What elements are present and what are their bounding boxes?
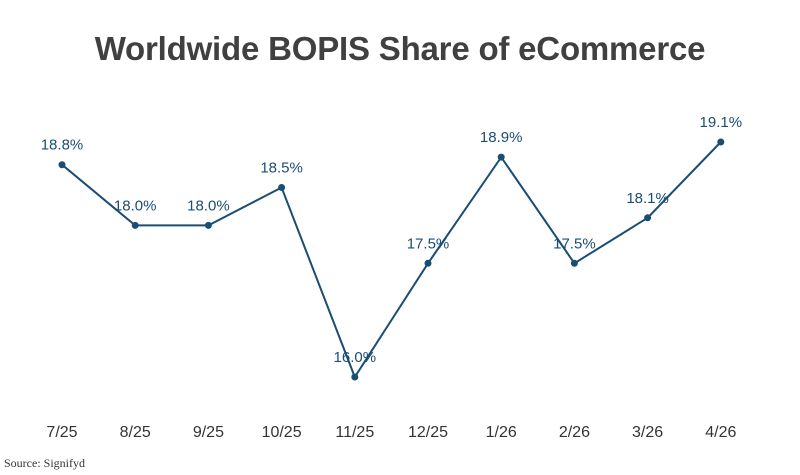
data-label: 18.9% — [480, 129, 523, 146]
data-point — [497, 153, 505, 161]
data-point — [424, 259, 432, 267]
source-note: Source: Signifyd — [4, 456, 85, 470]
data-label: 18.1% — [626, 190, 669, 207]
data-label: 18.0% — [114, 197, 157, 214]
data-label: 17.5% — [553, 235, 596, 252]
data-point — [204, 221, 212, 229]
x-tick-label: 3/26 — [632, 424, 663, 441]
data-label: 18.0% — [187, 197, 230, 214]
x-tick-label: 8/25 — [120, 424, 151, 441]
x-tick-label: 2/26 — [559, 424, 590, 441]
data-point — [570, 259, 578, 267]
x-tick-label: 7/25 — [46, 424, 77, 441]
x-tick-label: 11/25 — [335, 424, 374, 441]
chart-title: Worldwide BOPIS Share of eCommerce — [94, 30, 706, 67]
data-point — [644, 214, 652, 222]
data-label: 18.8% — [41, 137, 84, 154]
data-labels-group: 18.8% 18.0% 18.0% 18.5% 16.0% 17.5% 18.9% 17.5%… — [41, 114, 742, 366]
x-axis-ticks: 7/25 8/25 9/25 10/25 11/25 12/25 1/26 2/26 3/26 4… — [46, 424, 736, 441]
x-tick-label: 9/25 — [193, 424, 224, 441]
data-point — [351, 373, 359, 381]
data-label: 19.1% — [700, 114, 743, 131]
x-tick-label: 12/25 — [408, 424, 448, 441]
x-tick-label: 10/25 — [262, 424, 302, 441]
data-label: 18.5% — [260, 159, 303, 176]
series-line — [61, 141, 722, 380]
data-point — [58, 161, 66, 169]
x-tick-label: 1/26 — [486, 424, 517, 441]
data-point — [717, 138, 725, 146]
data-point — [131, 221, 139, 229]
data-label: 17.5% — [407, 235, 450, 252]
data-points-group — [58, 138, 725, 381]
x-tick-label: 4/26 — [705, 424, 736, 441]
data-label: 16.0% — [334, 349, 377, 366]
data-point — [278, 183, 286, 191]
series-line-group — [61, 141, 722, 380]
